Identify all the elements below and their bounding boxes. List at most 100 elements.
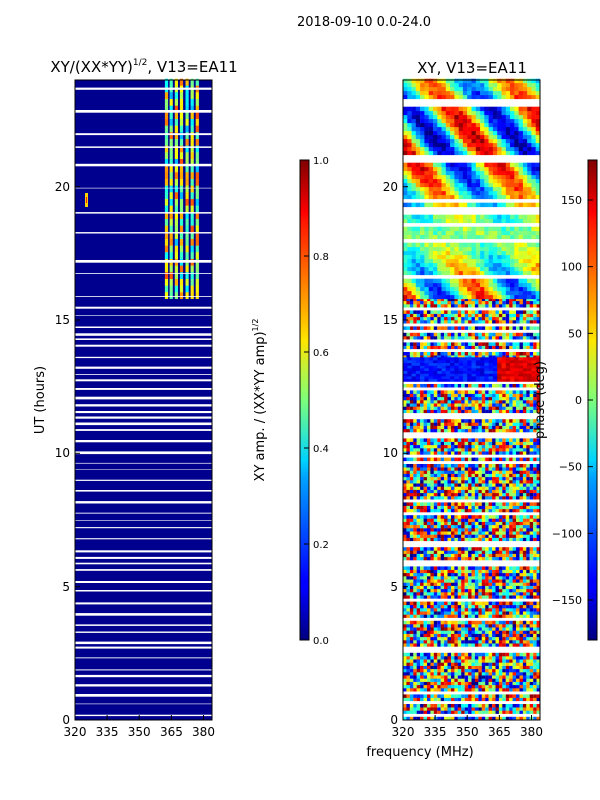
phase-noise-cell [437,448,441,452]
phase-noise-cell [430,531,434,535]
phase-noise-cell [529,668,534,673]
phase-coherent-cell [441,258,446,264]
phase-noise-cell [461,582,465,586]
phase-coherent-cell [467,278,472,284]
phase-noise-cell [485,336,489,340]
phase-noise-cell [464,566,469,570]
phase-noise-cell [403,310,407,314]
phase-noise-cell [413,451,417,455]
phase-noise-cell [423,448,428,452]
phase-noise-cell [536,297,541,302]
phase-noise-cell [416,521,421,526]
phase-noise-cell [488,694,493,698]
phase-coherent-cell [445,258,451,264]
phase-noise-cell [471,489,475,494]
phase-noise-cell [529,572,534,577]
phase-noise-cell [454,316,458,321]
phase-noise-cell [440,656,445,660]
phase-noise-cell [502,345,506,350]
phase-noise-cell [516,688,520,692]
phase-noise-cell [403,636,407,641]
phase-coherent-cell [531,250,536,256]
phase-noise-cell [461,393,465,398]
phase-noise-cell [516,528,520,532]
phase-noise-cell [485,630,489,634]
phase-noise-cell [423,553,428,558]
amp-band-cell [185,238,189,246]
phase-noise-cell [485,457,489,462]
phase-noise-cell [461,313,465,318]
phase-noise-cell [471,659,475,663]
phase-noise-cell [413,355,417,359]
phase-noise-cell [437,473,441,478]
phase-noise-cell [457,627,462,631]
phase-coherent-cell [428,254,434,260]
phase-noise-cell [444,441,448,446]
phase-noise-cell [502,342,506,346]
phase-noise-cell [420,707,424,711]
phase-noise-cell [451,668,455,673]
phase-noise-cell [485,483,489,487]
phase-noise-cell [468,662,472,666]
amp-flagged-row [75,624,212,626]
phase-noise-cell [409,624,414,628]
phase-noise-cell [519,716,523,721]
phase-noise-cell [413,326,417,330]
phase-noise-cell [416,345,421,350]
phase-noise-cell [512,707,517,711]
phase-noise-cell [488,643,493,647]
phase-noise-cell [505,345,510,350]
phase-noise-cell [481,656,486,660]
phase-noise-cell [471,492,475,497]
phase-noise-cell [430,492,434,497]
amp-band-cell [174,232,178,239]
phase-noise-cell [406,592,410,596]
phase-noise-cell [440,675,445,679]
phase-noise-cell [451,515,455,519]
phase-noise-cell [454,656,458,660]
phase-noise-cell [478,422,482,426]
phase-noise-cell [457,515,462,519]
phase-noise-cell [495,409,499,414]
phase-noise-cell [444,681,448,686]
phase-noise-cell [451,620,455,625]
phase-noise-cell [409,528,414,532]
phase-noise-cell [468,300,472,305]
phase-noise-cell [433,534,438,538]
phase-noise-cell [471,672,475,676]
phase-noise-cell [464,332,469,337]
phase-noise-cell [519,300,523,305]
phase-noise-cell [519,489,523,494]
phase-noise-cell [413,611,417,615]
phase-noise-cell [433,569,438,574]
amp-band-cell [164,145,169,153]
phase-coherent-cell [484,282,489,288]
amp-band-cell [164,165,169,173]
phase-noise-cell [522,537,527,542]
phase-noise-cell [495,518,499,522]
phase-noise-cell [457,464,462,468]
phase-noise-cell [526,515,530,519]
phase-coherent-cell [428,258,434,264]
phase-noise-cell [526,531,530,535]
phase-noise-cell [478,419,482,423]
phase-noise-cell [533,508,537,513]
phase-noise-cell [505,614,510,618]
phase-noise-cell [464,553,469,558]
phase-noise-cell [485,441,489,446]
phase-noise-cell [420,624,424,628]
amp-band-cell [174,92,178,99]
phase-noise-cell [451,300,455,305]
phase-noise-cell [516,320,520,324]
phase-coherent-cell [445,234,451,240]
phase-noise-cell [502,550,506,554]
phase-noise-cell [509,320,513,324]
phase-noise-cell [406,345,410,350]
phase-noise-cell [495,422,499,426]
phase-noise-cell [505,515,510,519]
phase-noise-cell [454,444,458,449]
phase-noise-cell [529,304,534,308]
phase-noise-cell [433,556,438,561]
phase-noise-cell [413,665,417,670]
phase-noise-cell [488,521,493,526]
